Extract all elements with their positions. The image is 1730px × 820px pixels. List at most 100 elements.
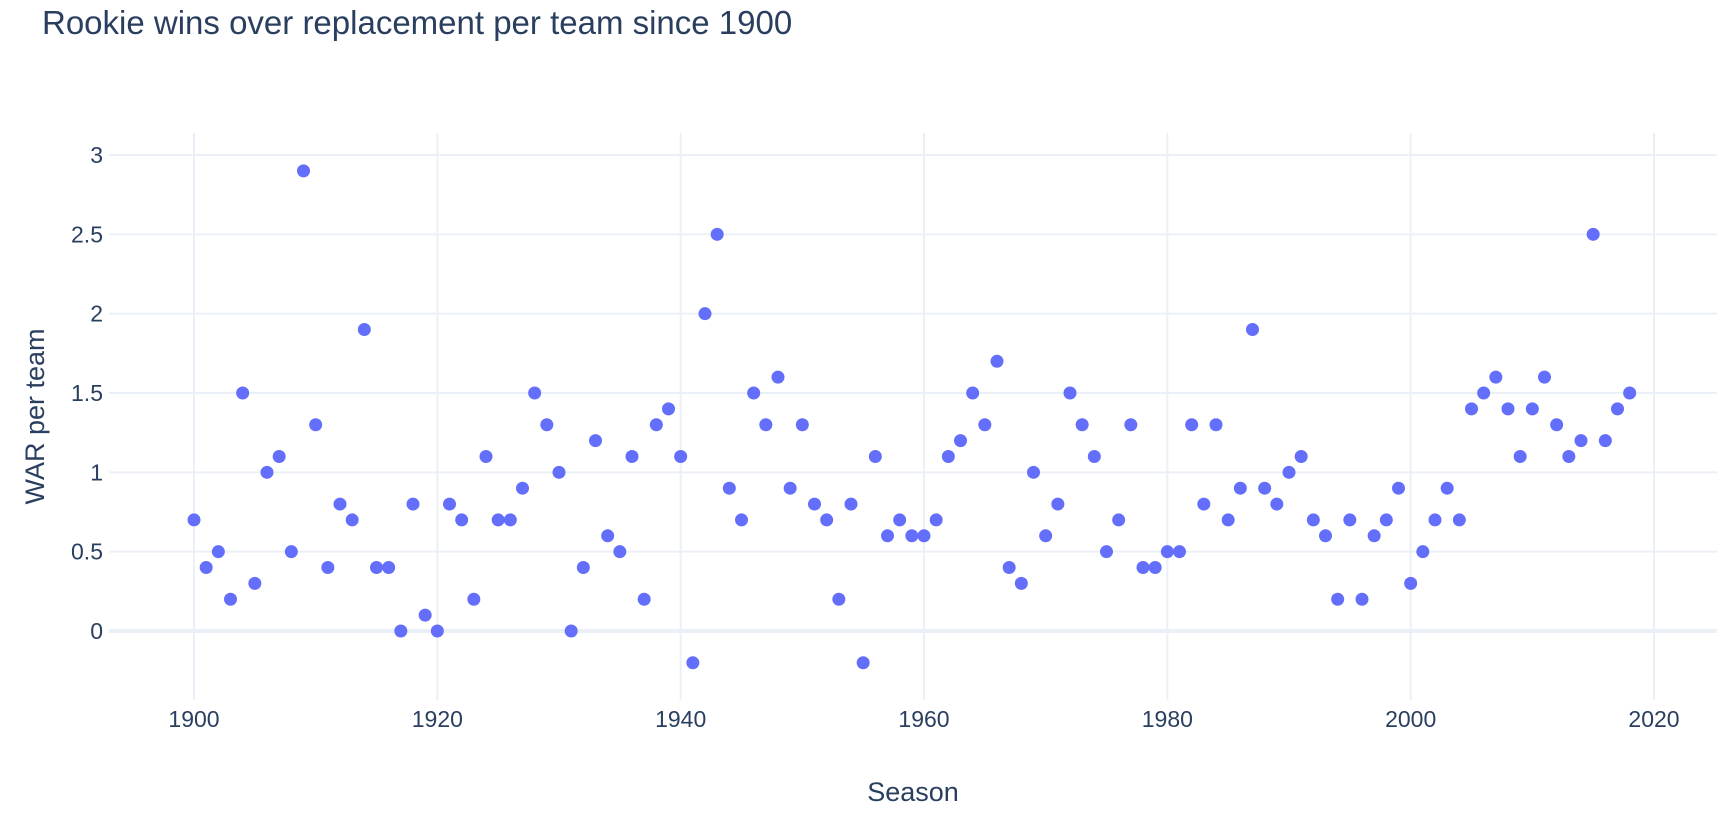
y-tick-label: 2: [90, 301, 103, 327]
data-point: [503, 513, 517, 527]
data-point: [284, 545, 298, 559]
data-point: [516, 481, 529, 495]
data-point: [1477, 386, 1491, 400]
data-point: [662, 402, 675, 416]
data-point: [1501, 402, 1515, 416]
grid-lines: [109, 133, 1717, 700]
data-point: [430, 624, 444, 638]
data-point: [832, 592, 846, 606]
data-point: [1440, 481, 1454, 495]
data-point: [1014, 576, 1028, 590]
data-point: [1124, 418, 1138, 432]
data-point: [1100, 545, 1113, 559]
x-tick-label: 1980: [1142, 706, 1193, 732]
data-point: [552, 465, 566, 479]
data-point: [795, 418, 809, 432]
data-point: [345, 513, 359, 527]
data-point: [528, 386, 542, 400]
data-point: [1136, 561, 1150, 575]
data-point: [1039, 529, 1053, 543]
data-point: [321, 561, 335, 575]
data-point: [917, 529, 931, 543]
data-point: [722, 481, 736, 495]
data-points: [187, 164, 1637, 670]
data-point: [1331, 592, 1345, 606]
y-tick-label: 0.5: [71, 539, 103, 565]
data-point: [1562, 449, 1576, 463]
data-point: [747, 386, 761, 400]
data-point: [1197, 497, 1211, 511]
y-axis-title: WAR per team: [20, 328, 50, 504]
data-point: [613, 545, 627, 559]
data-point: [248, 576, 262, 590]
data-point: [783, 481, 797, 495]
data-point: [649, 418, 663, 432]
data-point: [941, 449, 955, 463]
data-point: [625, 449, 639, 463]
data-point: [698, 307, 712, 321]
data-point: [808, 497, 821, 511]
data-point: [893, 513, 907, 527]
data-point: [1112, 513, 1126, 527]
y-tick-label: 1.5: [71, 380, 103, 406]
data-point: [1319, 529, 1332, 543]
y-tick-label: 0: [90, 618, 103, 644]
data-point: [333, 497, 347, 511]
data-point: [1525, 402, 1539, 416]
data-point: [1465, 402, 1478, 416]
data-point: [1002, 561, 1016, 575]
data-point: [978, 418, 992, 432]
data-point: [467, 592, 481, 606]
data-point: [905, 529, 919, 543]
data-point: [1233, 481, 1247, 495]
data-point: [1428, 513, 1442, 527]
data-point: [868, 449, 882, 463]
data-point: [1538, 370, 1551, 384]
data-point: [1574, 434, 1588, 448]
data-point: [1160, 545, 1174, 559]
data-point: [370, 561, 383, 575]
data-point: [260, 465, 274, 479]
data-point: [1051, 497, 1065, 511]
data-point: [1270, 497, 1284, 511]
data-point: [272, 449, 286, 463]
data-point: [1221, 513, 1235, 527]
data-point: [576, 561, 590, 575]
chart-title: Rookie wins over replacement per team si…: [42, 4, 793, 41]
data-point: [1489, 370, 1503, 384]
data-point: [710, 227, 724, 241]
data-point: [1416, 545, 1430, 559]
x-tick-label: 1960: [898, 706, 949, 732]
data-point: [686, 656, 700, 670]
data-point: [637, 592, 651, 606]
data-point: [1586, 227, 1600, 241]
data-point: [491, 513, 505, 527]
data-point: [224, 592, 237, 606]
data-point: [1173, 545, 1186, 559]
data-point: [236, 386, 250, 400]
axis-tick-labels: 1900 1920 1940 1960 1980 2000 2020 0 0.5 1 1.5 2 2.5…: [71, 142, 1680, 732]
data-point: [1392, 481, 1405, 495]
data-point: [1623, 386, 1637, 400]
data-point: [455, 513, 469, 527]
data-point: [674, 449, 688, 463]
data-point: [394, 624, 408, 638]
data-point: [382, 561, 396, 575]
data-point: [564, 624, 578, 638]
data-point: [1513, 449, 1527, 463]
data-point: [1075, 418, 1089, 432]
data-point: [1404, 576, 1418, 590]
data-point: [1294, 449, 1308, 463]
data-point: [601, 529, 615, 543]
data-point: [309, 418, 323, 432]
data-point: [1209, 418, 1223, 432]
y-tick-label: 2.5: [71, 221, 103, 247]
data-point: [443, 497, 456, 511]
x-tick-label: 2020: [1628, 706, 1679, 732]
x-tick-label: 1940: [655, 706, 706, 732]
data-point: [771, 370, 785, 384]
data-point: [759, 418, 773, 432]
data-point: [357, 323, 371, 337]
data-point: [589, 434, 602, 448]
